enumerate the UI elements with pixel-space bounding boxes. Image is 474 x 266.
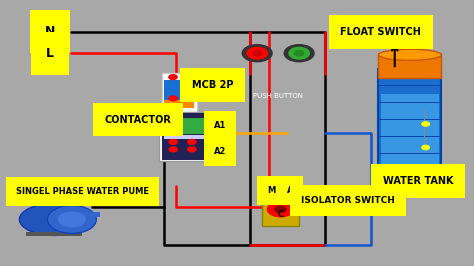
Bar (164, 135, 206, 139)
Circle shape (169, 147, 177, 152)
Circle shape (181, 96, 189, 101)
Circle shape (294, 51, 304, 56)
Text: C: C (277, 210, 283, 219)
Bar (162, 73, 197, 113)
Circle shape (47, 205, 96, 234)
Circle shape (422, 122, 429, 126)
Text: PUSH BUTTON: PUSH BUTTON (253, 93, 303, 99)
Text: SINGEL PHASE WATER PUME: SINGEL PHASE WATER PUME (16, 187, 149, 196)
Bar (27, 232, 82, 236)
Bar (378, 55, 441, 78)
Circle shape (169, 75, 177, 80)
Bar (159, 112, 210, 161)
Circle shape (242, 45, 272, 62)
Text: WATER TANK: WATER TANK (383, 176, 453, 186)
Bar (164, 100, 194, 108)
Circle shape (188, 139, 196, 144)
Text: CONTACTOR: CONTACTOR (105, 115, 172, 125)
Bar (208, 118, 222, 139)
Bar (262, 189, 281, 197)
Circle shape (284, 45, 314, 62)
Bar (262, 189, 299, 226)
Circle shape (253, 51, 262, 56)
Bar (164, 118, 206, 134)
Circle shape (422, 145, 429, 149)
Text: A: A (287, 186, 293, 195)
Text: MCB 2P: MCB 2P (192, 80, 234, 90)
Text: ISOLATOR SWITCH: ISOLATOR SWITCH (301, 196, 395, 205)
Circle shape (181, 75, 189, 80)
Bar (381, 94, 439, 184)
Text: A1: A1 (214, 120, 226, 130)
Text: L: L (46, 47, 54, 60)
Circle shape (247, 47, 267, 59)
Text: M: M (267, 186, 275, 195)
Text: FLOAT SWITCH: FLOAT SWITCH (340, 27, 421, 37)
Circle shape (289, 47, 310, 59)
Ellipse shape (19, 203, 89, 235)
Bar (281, 189, 299, 197)
Text: A2: A2 (214, 147, 226, 156)
Bar (164, 80, 194, 101)
Circle shape (58, 211, 86, 227)
Circle shape (169, 139, 177, 144)
Bar (182, 81, 191, 96)
Circle shape (188, 147, 196, 152)
Circle shape (275, 206, 286, 213)
Circle shape (169, 96, 177, 101)
Ellipse shape (378, 49, 441, 60)
Circle shape (267, 202, 293, 217)
Bar (162, 113, 208, 160)
Bar (378, 69, 441, 186)
Text: N: N (45, 26, 55, 38)
Bar (82, 213, 100, 218)
